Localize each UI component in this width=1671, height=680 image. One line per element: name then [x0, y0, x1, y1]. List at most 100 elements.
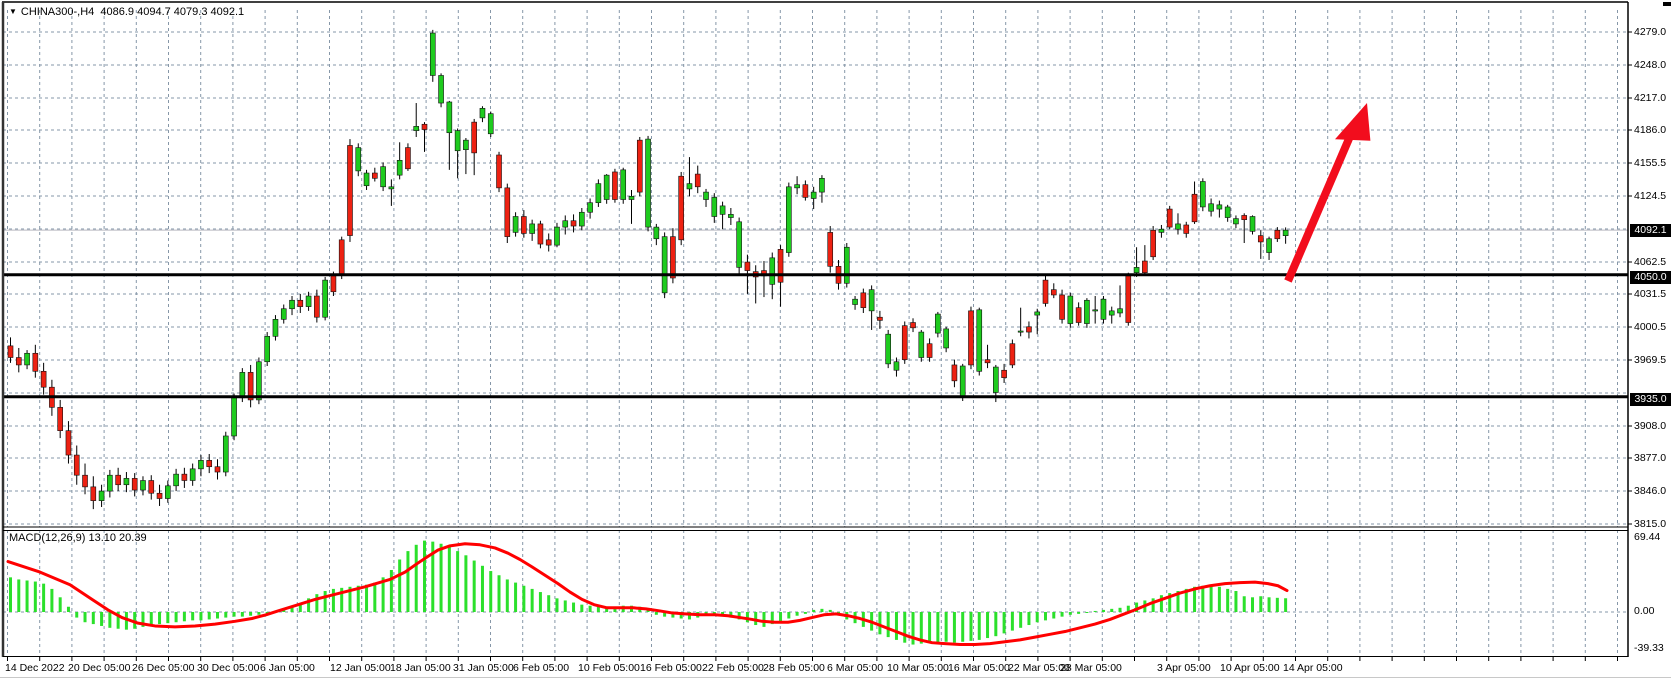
candle-body-bull [454, 130, 461, 152]
macd-histogram-bar [911, 612, 915, 645]
candle-body-bear [1191, 193, 1198, 223]
candlestick [206, 453, 213, 474]
candlestick [421, 122, 428, 152]
macd-histogram-bar [240, 612, 244, 617]
macd-histogram-bar [356, 585, 360, 612]
candlestick [429, 29, 436, 82]
candle-body-bear [32, 352, 39, 372]
candlestick [1257, 230, 1264, 259]
candlestick [1117, 285, 1123, 318]
macd-histogram-bar [340, 587, 344, 612]
macd-histogram-bar [654, 612, 658, 615]
candlestick [918, 329, 925, 362]
candle-body-bear [1001, 369, 1007, 378]
candle-body-bull [487, 113, 494, 135]
candlestick [653, 223, 660, 246]
candlestick [521, 210, 527, 238]
macd-histogram-bar [199, 612, 203, 621]
candlestick [463, 138, 469, 175]
candlestick [1191, 181, 1198, 224]
candle-body-bear [314, 295, 320, 318]
candlestick [1017, 307, 1024, 337]
candle-body-bull [786, 186, 792, 253]
candlestick [264, 332, 270, 366]
candle-body-bull [868, 289, 875, 312]
macd-histogram-bar [100, 612, 104, 626]
macd-histogram-bar [398, 559, 402, 612]
macd-histogram-bar [182, 612, 186, 622]
macd-histogram-bar [50, 588, 54, 612]
candlestick [728, 208, 734, 225]
macd-histogram-bar [423, 540, 426, 612]
macd-histogram-bar [596, 606, 600, 612]
candlestick [794, 176, 800, 195]
price-axis-label: 3815.0 [1634, 518, 1667, 530]
macd-histogram-bar [1176, 591, 1180, 612]
time-axis-label: 14 Apr 05:00 [1283, 662, 1343, 674]
candle-body-bear [537, 223, 544, 245]
candle-body-bull [429, 32, 436, 76]
macd-histogram-bar [9, 577, 12, 612]
candlestick [1100, 296, 1107, 324]
macd-histogram-bar [456, 551, 460, 612]
candlestick [1233, 215, 1239, 229]
macd-histogram-bar [1209, 585, 1213, 612]
candle-body-bear [968, 310, 974, 366]
macd-histogram-bar [42, 583, 46, 612]
candle-body-bear [148, 480, 155, 494]
time-axis-label: 16 Mar 05:00 [948, 662, 1010, 674]
macd-histogram-bar [58, 597, 62, 612]
candlestick [951, 359, 958, 388]
candle-body-bear [65, 430, 72, 456]
price-axis-label: 3877.0 [1634, 452, 1667, 464]
candle-body-bull [222, 435, 229, 473]
candlestick [222, 431, 229, 477]
candlestick [347, 139, 353, 242]
price-level-badge: 4092.1 [1630, 223, 1671, 237]
candle-body-bull [396, 159, 403, 176]
candlestick [380, 162, 386, 192]
candlestick [405, 143, 411, 171]
candle-body-bull [1282, 229, 1289, 236]
candle-body-bull [728, 214, 734, 218]
macd-histogram-bar [1217, 586, 1221, 612]
macd-histogram-bar [538, 592, 542, 612]
candle-body-bull [98, 490, 105, 501]
candle-body-bull [189, 468, 196, 481]
macd-histogram-bar [1275, 597, 1279, 612]
candlestick [471, 118, 477, 176]
breakout-arrow-shaft[interactable] [1284, 118, 1361, 283]
candle-body-bull [264, 336, 270, 363]
macd-histogram-bar [1027, 612, 1031, 626]
macd-histogram-bar [282, 609, 286, 612]
macd-histogram-bar [1259, 596, 1263, 612]
candlestick [1001, 363, 1007, 383]
candlestick [984, 344, 991, 369]
candlestick [280, 304, 287, 324]
macd-histogram-bar [207, 612, 211, 620]
candlestick [496, 151, 502, 193]
macd-histogram-bar [66, 606, 70, 612]
candle-body-bull [24, 352, 30, 366]
macd-histogram-bar [687, 612, 691, 620]
macd-histogram-bar [1251, 597, 1254, 612]
candlestick [926, 338, 933, 362]
candle-body-bull [479, 108, 486, 119]
time-axis-label: 6 Jan 05:00 [260, 662, 315, 674]
macd-histogram-bar [1110, 608, 1114, 612]
candle-body-bull [1233, 218, 1239, 225]
candlestick [545, 233, 552, 252]
macd-histogram-bar [952, 612, 956, 643]
candlestick [272, 315, 279, 341]
macd-histogram-bar [787, 612, 791, 619]
macd-histogram-bar [472, 560, 476, 612]
candlestick [181, 467, 188, 488]
time-axis-label: 14 Dec 2022 [5, 662, 65, 674]
macd-histogram-bar [298, 603, 302, 612]
chevron-down-icon[interactable]: ▼ [9, 7, 17, 16]
candlestick [827, 226, 834, 273]
breakout-arrow-head[interactable] [1335, 103, 1371, 141]
macd-histogram-bar [108, 612, 112, 628]
